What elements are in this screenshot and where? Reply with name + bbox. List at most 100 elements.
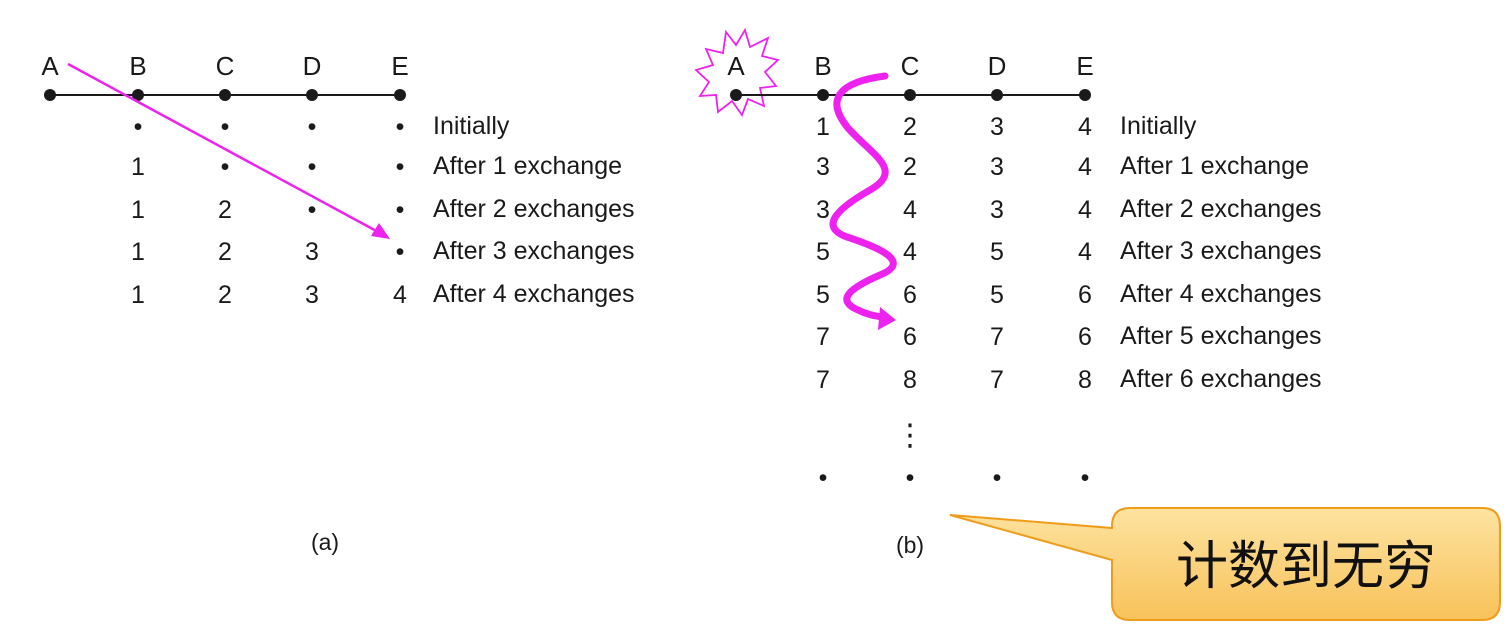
- panel-b-row-6: 7 8 7 8 After 6 exchanges: [816, 365, 1321, 394]
- panel-a-row-3: 1 2 3 • After 3 exchanges: [131, 237, 634, 266]
- panel-a-row-1-cell-c: •: [221, 153, 230, 181]
- panel-b-row-6-label: After 6 exchanges: [1120, 365, 1322, 393]
- panel-b-row-4-cell-d: 5: [990, 281, 1004, 309]
- panel-a-node-b-dot: [132, 89, 144, 101]
- panel-a-row-4-cell-c: 2: [218, 281, 232, 309]
- panel-a-row-3-cell-b: 1: [131, 238, 145, 266]
- panel-a-row-2-cell-d: •: [308, 196, 317, 224]
- panel-a-row-1-cell-b: 1: [131, 153, 145, 181]
- callout-text: 计数到无穷: [1176, 537, 1436, 597]
- panel-b-row-4-cell-c: 6: [903, 281, 917, 309]
- panel-b-final-row: • • • •: [819, 464, 1090, 492]
- panel-a-row-2-cell-e: •: [396, 196, 405, 224]
- panel-b-row-3-cell-b: 5: [816, 238, 830, 266]
- panel-a-row-0-label: Initially: [433, 112, 510, 140]
- panel-a-row-4: 1 2 3 4 After 4 exchanges: [131, 280, 634, 309]
- panel-b-row-3-cell-d: 5: [990, 238, 1004, 266]
- panel-a-row-1-label: After 1 exchange: [433, 152, 622, 180]
- panel-b-row-2: 3 4 3 4 After 2 exchanges: [816, 195, 1321, 224]
- panel-b-node-d-label: D: [988, 51, 1007, 81]
- panel-b-row-0-cell-e: 4: [1078, 113, 1092, 141]
- panel-b-row-0-cell-b: 1: [816, 113, 830, 141]
- panel-a-row-4-cell-d: 3: [305, 281, 319, 309]
- panel-b-row-1-cell-b: 3: [816, 153, 830, 181]
- panel-b-final-cell-b: •: [819, 464, 828, 492]
- panel-a-row-2-label: After 2 exchanges: [433, 195, 635, 223]
- panel-b-row-4-label: After 4 exchanges: [1120, 280, 1322, 308]
- panel-b-row-1-cell-c: 2: [903, 153, 917, 181]
- panel-b-row-1-label: After 1 exchange: [1120, 152, 1309, 180]
- panel-b-row-2-cell-c: 4: [903, 196, 917, 224]
- panel-a-row-3-cell-d: 3: [305, 238, 319, 266]
- panel-b-node-e-dot: [1079, 89, 1091, 101]
- panel-b-row-1-cell-d: 3: [990, 153, 1004, 181]
- panel-b-row-4-cell-e: 6: [1078, 281, 1092, 309]
- panel-b-row-6-cell-b: 7: [816, 366, 830, 394]
- panel-b-row-6-cell-d: 7: [990, 366, 1004, 394]
- panel-a-node-e-label: E: [391, 51, 408, 81]
- panel-b-ellipsis: ⋮: [895, 419, 925, 452]
- panel-a-row-1: 1 • • • After 1 exchange: [131, 152, 622, 181]
- panel-a-node-a-dot: [44, 89, 56, 101]
- panel-b-row-5-cell-c: 6: [903, 323, 917, 351]
- panel-b-node-b-label: B: [814, 51, 831, 81]
- panel-b-final-cell-e: •: [1081, 464, 1090, 492]
- panel-a-node-c-label: C: [216, 51, 235, 81]
- panel-a-node-b-label: B: [129, 51, 146, 81]
- panel-a-row-3-cell-e: •: [396, 238, 405, 266]
- panel-b: A B C D E 1 2 3 4 Initially 3 2 3 4 Afte…: [694, 27, 1322, 558]
- panel-b-row-0-cell-d: 3: [990, 113, 1004, 141]
- panel-b-row-3-cell-c: 4: [903, 238, 917, 266]
- panel-b-row-4-cell-b: 5: [816, 281, 830, 309]
- panel-b-row-0: 1 2 3 4 Initially: [816, 112, 1197, 141]
- panel-a-node-a-label: A: [41, 51, 59, 81]
- panel-b-node-b-dot: [817, 89, 829, 101]
- panel-b-row-3-cell-e: 4: [1078, 238, 1092, 266]
- panel-a-row-2-cell-b: 1: [131, 196, 145, 224]
- panel-a-row-4-cell-e: 4: [393, 281, 407, 309]
- panel-a-propagation-arrow: [67, 62, 390, 239]
- panel-a-row-1-cell-e: •: [396, 153, 405, 181]
- panel-b-node-c-label: C: [901, 51, 920, 81]
- panel-a-row-0-cell-d: •: [308, 113, 317, 141]
- panel-a-node-c-dot: [219, 89, 231, 101]
- panel-a-row-2: 1 2 • • After 2 exchanges: [131, 195, 634, 224]
- panel-a-table: • • • • Initially 1 • • • After 1 exchan…: [131, 112, 634, 309]
- panel-b-row-0-label: Initially: [1120, 112, 1197, 140]
- panel-b-row-4: 5 6 5 6 After 4 exchanges: [816, 280, 1321, 309]
- panel-a-row-2-cell-c: 2: [218, 196, 232, 224]
- panel-b-row-5-cell-b: 7: [816, 323, 830, 351]
- panel-b-row-2-label: After 2 exchanges: [1120, 195, 1322, 223]
- panel-a-row-4-cell-b: 1: [131, 281, 145, 309]
- panel-b-node-e-label: E: [1076, 51, 1093, 81]
- panel-b-node-a-dot: [730, 89, 742, 101]
- panel-a-row-4-label: After 4 exchanges: [433, 280, 635, 308]
- panel-b-wavy-arrow: [829, 72, 897, 330]
- panel-a: A B C D E • • • • Initially 1 • • • Afte…: [41, 51, 634, 555]
- panel-b-table: 1 2 3 4 Initially 3 2 3 4 After 1 exchan…: [816, 112, 1321, 492]
- panel-b-row-2-cell-b: 3: [816, 196, 830, 224]
- panel-b-row-1: 3 2 3 4 After 1 exchange: [816, 152, 1309, 181]
- panel-b-row-0-cell-c: 2: [903, 113, 917, 141]
- panel-b-final-cell-d: •: [993, 464, 1002, 492]
- panel-b-node-d-dot: [991, 89, 1003, 101]
- panel-b-nodes: A B C D E: [727, 51, 1094, 101]
- panel-a-row-3-label: After 3 exchanges: [433, 237, 635, 265]
- panel-a-row-0-cell-c: •: [221, 113, 230, 141]
- panel-b-row-5: 7 6 7 6 After 5 exchanges: [816, 322, 1321, 351]
- panel-b-row-3-label: After 3 exchanges: [1120, 237, 1322, 265]
- panel-b-node-c-dot: [904, 89, 916, 101]
- panel-a-node-d-dot: [306, 89, 318, 101]
- panel-a-row-3-cell-c: 2: [218, 238, 232, 266]
- panel-b-caption: (b): [896, 532, 924, 558]
- panel-a-row-0-cell-b: •: [134, 113, 143, 141]
- panel-b-node-a-label: A: [727, 51, 745, 81]
- panel-b-row-6-cell-c: 8: [903, 366, 917, 394]
- panel-a-row-0-cell-e: •: [396, 113, 405, 141]
- panel-b-row-2-cell-e: 4: [1078, 196, 1092, 224]
- panel-b-row-5-cell-d: 7: [990, 323, 1004, 351]
- panel-b-row-5-cell-e: 6: [1078, 323, 1092, 351]
- panel-b-row-3: 5 4 5 4 After 3 exchanges: [816, 237, 1321, 266]
- panel-a-node-d-label: D: [303, 51, 322, 81]
